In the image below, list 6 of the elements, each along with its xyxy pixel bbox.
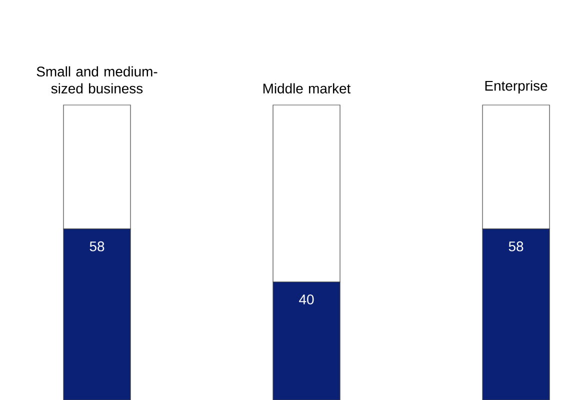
data-label: 40 (299, 294, 314, 304)
data-label: 58 (90, 241, 104, 252)
x-tick-label: Enterprise (485, 80, 548, 94)
x-tick-label: Small and medium-sized business (36, 66, 158, 94)
data-label: 58 (508, 241, 524, 252)
x-tick-label: Middle market (263, 83, 351, 94)
